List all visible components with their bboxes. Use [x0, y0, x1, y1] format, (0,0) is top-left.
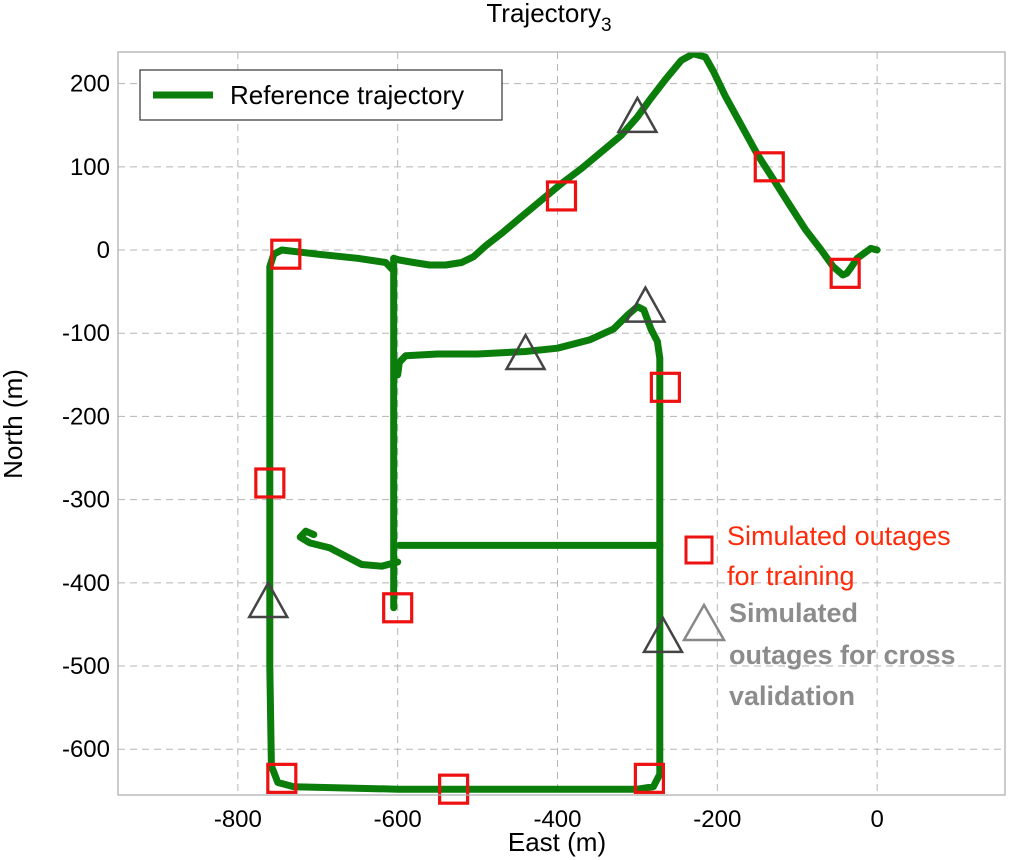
validation-outage-marker	[247, 580, 290, 619]
training-outage-marker	[649, 371, 681, 403]
training-outage-marker	[382, 592, 414, 624]
training-outage-marker	[266, 762, 298, 794]
y-tick-label: -200	[62, 403, 110, 430]
x-tick-label: 0	[870, 806, 883, 833]
y-tick-label: -300	[62, 487, 110, 514]
trajectory-layer	[266, 52, 881, 793]
y-tick-label: 0	[97, 237, 110, 264]
annotation-training-line-1: Simulated outages	[727, 521, 951, 551]
y-tick-label: -100	[62, 320, 110, 347]
legend: Reference trajectory	[139, 69, 503, 121]
annotation-validation-line-3: validation	[729, 681, 855, 711]
legend-entry-reference: Reference trajectory	[230, 80, 464, 110]
validation-outage-marker	[624, 285, 667, 323]
chart-title-subscript: 3	[601, 15, 612, 36]
training-outage-marker	[633, 762, 666, 794]
annotation-training-line-2: for training	[727, 561, 855, 591]
x-axis-label: East (m)	[508, 827, 606, 857]
x-tick-label: -200	[693, 806, 741, 833]
annotation-validation: Simulated outages for cross validation	[681, 598, 956, 711]
validation-marker-key	[681, 602, 727, 642]
validation-outage-marker	[641, 615, 685, 654]
y-tick-label: -600	[62, 736, 110, 763]
training-outage-marker	[545, 180, 578, 212]
training-outage-marker	[254, 467, 286, 499]
x-tick-label: -600	[374, 806, 422, 833]
trajectory-segment	[266, 246, 664, 793]
y-tick-label: -500	[62, 653, 110, 680]
markers-layer	[247, 95, 861, 805]
y-tick-label: 100	[70, 154, 110, 181]
training-outage-marker	[270, 238, 302, 270]
trajectory-segment	[296, 527, 402, 570]
x-tick-labels: -800 -600 -400 -200 0	[214, 806, 884, 833]
y-tick-label: -400	[62, 570, 110, 597]
validation-outage-marker	[504, 332, 547, 371]
training-outage-marker	[438, 773, 470, 805]
y-axis-label: North (m)	[0, 369, 28, 479]
training-outage-marker	[829, 257, 861, 289]
training-marker-key	[684, 535, 714, 565]
plot-frame	[117, 51, 1006, 796]
x-tick-label: -400	[533, 806, 581, 833]
trajectory-segment	[390, 52, 881, 279]
training-outage-marker	[753, 151, 785, 183]
annotation-training: Simulated outages for training	[684, 521, 951, 591]
validation-outage-marker	[616, 95, 659, 134]
y-tick-labels: 200 100 0 -100 -200 -300 -400 -500 -600	[62, 71, 110, 764]
annotation-validation-line-1: Simulated	[729, 598, 858, 628]
annotation-validation-line-2: outages for cross	[729, 640, 956, 670]
x-tick-label: -800	[214, 806, 262, 833]
chart-title: Trajectory3	[486, 0, 611, 36]
y-tick-label: 200	[70, 71, 110, 98]
